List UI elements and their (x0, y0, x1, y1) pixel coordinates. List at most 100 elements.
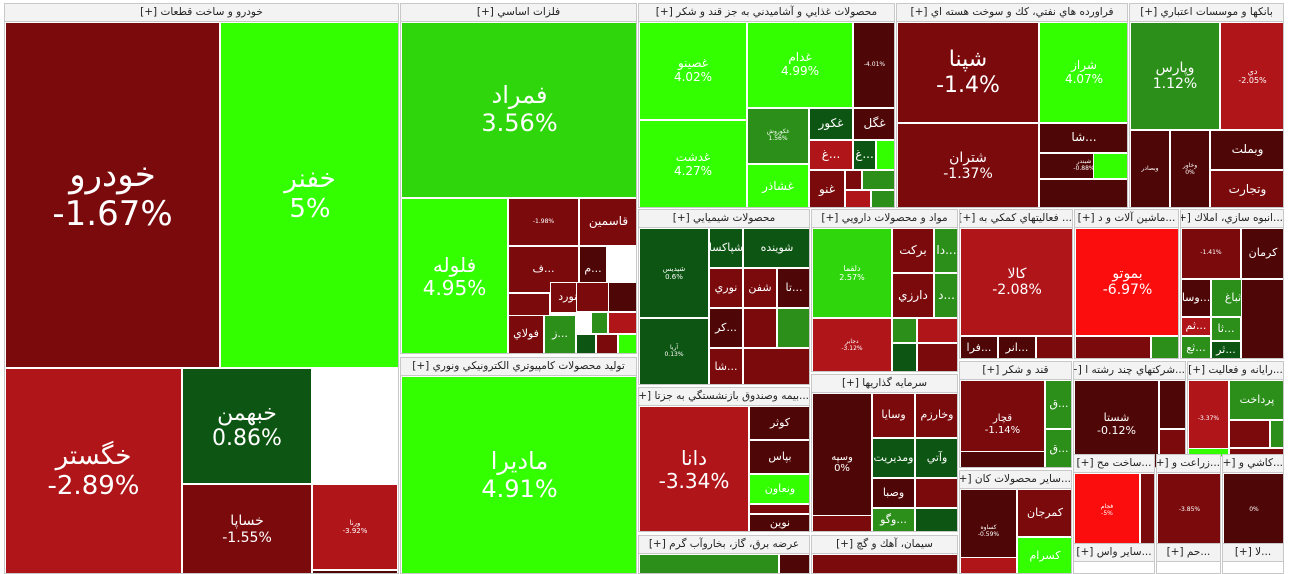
stock-tile[interactable]: غ... (809, 140, 853, 170)
stock-tile[interactable]: نوين (749, 514, 809, 531)
stock-tile[interactable] (312, 570, 398, 573)
stock-tile[interactable]: خودرو -1.67% (5, 22, 220, 368)
stock-tile[interactable] (862, 170, 894, 190)
stock-tile[interactable] (892, 318, 917, 343)
stock-tile[interactable] (1188, 448, 1229, 456)
stock-tile[interactable]: غكوروش 1.56% (747, 108, 809, 164)
stock-tile[interactable]: دلقما 2.57% (812, 228, 892, 318)
stock-tile[interactable]: بموتو -6.97% (1075, 228, 1178, 336)
stock-tile[interactable]: شپاكسا (709, 228, 743, 268)
stock-tile[interactable]: 0% (1223, 473, 1283, 546)
stock-tile[interactable] (876, 140, 894, 170)
stock-tile[interactable] (743, 308, 777, 348)
stock-tile[interactable] (915, 478, 957, 508)
stock-tile[interactable]: ماديرا 4.91% (401, 376, 636, 573)
stock-tile[interactable] (892, 343, 917, 371)
stock-tile[interactable]: غنو (809, 170, 845, 207)
stock-tile[interactable]: ثر... (1211, 341, 1241, 358)
sector-title[interactable]: فراورده هاي نفتي، كك و سوخت هسته اي [+] (897, 4, 1127, 22)
stock-tile[interactable]: د... (934, 273, 957, 318)
stock-tile[interactable]: غ... (853, 140, 876, 170)
stock-tile[interactable]: غشاذر (747, 164, 809, 207)
stock-tile[interactable] (777, 308, 809, 348)
stock-tile[interactable]: شپديس 0.6% (639, 228, 709, 318)
stock-tile[interactable]: خگستر -2.89% (5, 368, 182, 573)
stock-tile[interactable]: دارزي (892, 273, 934, 318)
stock-tile[interactable]: كوثر (749, 406, 809, 440)
stock-tile[interactable] (576, 334, 596, 353)
stock-tile[interactable]: شتران -1.37% (897, 123, 1039, 207)
stock-tile[interactable]: خبهمن 0.86% (182, 368, 312, 484)
stock-tile[interactable] (591, 312, 608, 334)
stock-tile[interactable]: ق... (1045, 429, 1071, 467)
stock-tile[interactable]: آريا 0.13% (639, 318, 709, 384)
stock-tile[interactable]: ق... (1045, 380, 1071, 429)
sector-title[interactable]: مواد و محصولات دارويي [+] (812, 210, 957, 228)
stock-tile[interactable]: انر... (998, 336, 1036, 358)
stock-tile[interactable]: دي -2.05% (1220, 22, 1283, 130)
sector-title[interactable]: ...انبوه سازي، املاك [+] (1181, 210, 1283, 228)
sector-title[interactable]: ...شركتهاي چند رشته ا [+] (1074, 362, 1185, 380)
sector-title[interactable]: ...ماشين آلات و د [+] (1075, 210, 1178, 228)
stock-tile[interactable]: شا... (709, 348, 743, 384)
stock-tile[interactable]: فولاي (508, 315, 544, 353)
stock-tile[interactable]: شوينده (743, 228, 809, 268)
stock-tile[interactable]: ثع... (1181, 336, 1211, 358)
stock-tile[interactable]: -3.37% (1188, 380, 1229, 456)
stock-tile[interactable]: وسا... (1181, 279, 1211, 317)
stock-tile[interactable] (845, 170, 862, 190)
stock-tile[interactable] (1093, 153, 1127, 179)
stock-tile[interactable] (608, 282, 636, 312)
sector-title[interactable]: سيمان، آهك و گچ [+] (812, 536, 957, 554)
stock-tile[interactable] (1075, 336, 1151, 358)
sector-title[interactable]: ...ساير محصولات كان [+] (960, 471, 1071, 489)
stock-tile[interactable]: ز... (544, 315, 576, 353)
sector-title[interactable]: قند و شكر [+] (960, 362, 1071, 380)
stock-tile[interactable]: دا... (934, 228, 957, 273)
stock-tile[interactable]: پرداخت (1229, 380, 1283, 420)
stock-tile[interactable] (845, 190, 871, 207)
stock-tile[interactable]: غدشت 4.27% (639, 120, 747, 207)
stock-tile[interactable]: -1.98% (508, 198, 579, 246)
stock-tile[interactable] (915, 508, 957, 531)
stock-tile[interactable] (398, 484, 399, 574)
stock-tile[interactable]: شپنا -1.4% (897, 22, 1039, 123)
stock-tile[interactable]: قاسمين (579, 198, 636, 246)
stock-tile[interactable] (618, 334, 636, 353)
stock-tile[interactable]: دجابر -3.12% (812, 318, 892, 371)
sector-title[interactable]: محصولات شيميايي [+] (639, 210, 809, 228)
sector-title[interactable]: ...ساخت مح [+] (1074, 455, 1154, 473)
sector-title[interactable]: فلزات اساسي [+] (401, 4, 636, 22)
stock-tile[interactable]: شا... (1039, 123, 1127, 153)
stock-tile[interactable] (1039, 179, 1127, 207)
stock-tile[interactable] (1036, 336, 1072, 358)
stock-tile[interactable]: غدام 4.99% (747, 22, 853, 108)
stock-tile[interactable] (917, 318, 957, 343)
stock-tile[interactable]: فرا... (960, 336, 998, 358)
stock-tile[interactable]: ثا... (1211, 317, 1241, 341)
stock-tile[interactable] (871, 190, 894, 207)
stock-tile[interactable]: وآتي (915, 438, 957, 478)
stock-tile[interactable]: دانا -3.34% (639, 406, 749, 531)
stock-tile[interactable] (743, 348, 809, 384)
stock-tile[interactable] (1140, 473, 1154, 546)
stock-tile[interactable]: بپاس (749, 440, 809, 474)
sector-title[interactable]: ...كاشي و [+] (1223, 455, 1283, 473)
sector-title[interactable]: ...بيمه وصندوق بازنشستگي به جزتا [+] (639, 388, 809, 406)
stock-tile[interactable]: شراز 4.07% (1039, 22, 1127, 123)
stock-tile[interactable]: وپارس 1.12% (1130, 22, 1220, 130)
stock-tile[interactable]: وخاور 0% (1170, 130, 1210, 207)
sector-title[interactable]: ... فعاليتهاي كمكي به [+] (960, 210, 1072, 228)
stock-tile[interactable]: خفنر 5% (220, 22, 398, 368)
stock-tile[interactable] (639, 554, 779, 573)
stock-tile[interactable]: خساپا -1.55% (182, 484, 312, 573)
stock-tile[interactable]: فجام -5% (1074, 473, 1140, 546)
stock-tile[interactable] (779, 554, 809, 573)
sector-title[interactable]: توليد محصولات كامپيوتري الكترونيكي ونوري… (401, 358, 636, 376)
sector-title[interactable]: ...رايانه و فعاليت [+] (1188, 362, 1283, 380)
stock-tile[interactable]: وبملت (1210, 130, 1283, 170)
stock-tile[interactable]: شستا -0.12% (1074, 380, 1159, 467)
stock-tile[interactable]: بركت (892, 228, 934, 273)
stock-tile[interactable]: تا... (777, 268, 809, 308)
stock-tile[interactable] (608, 312, 636, 334)
